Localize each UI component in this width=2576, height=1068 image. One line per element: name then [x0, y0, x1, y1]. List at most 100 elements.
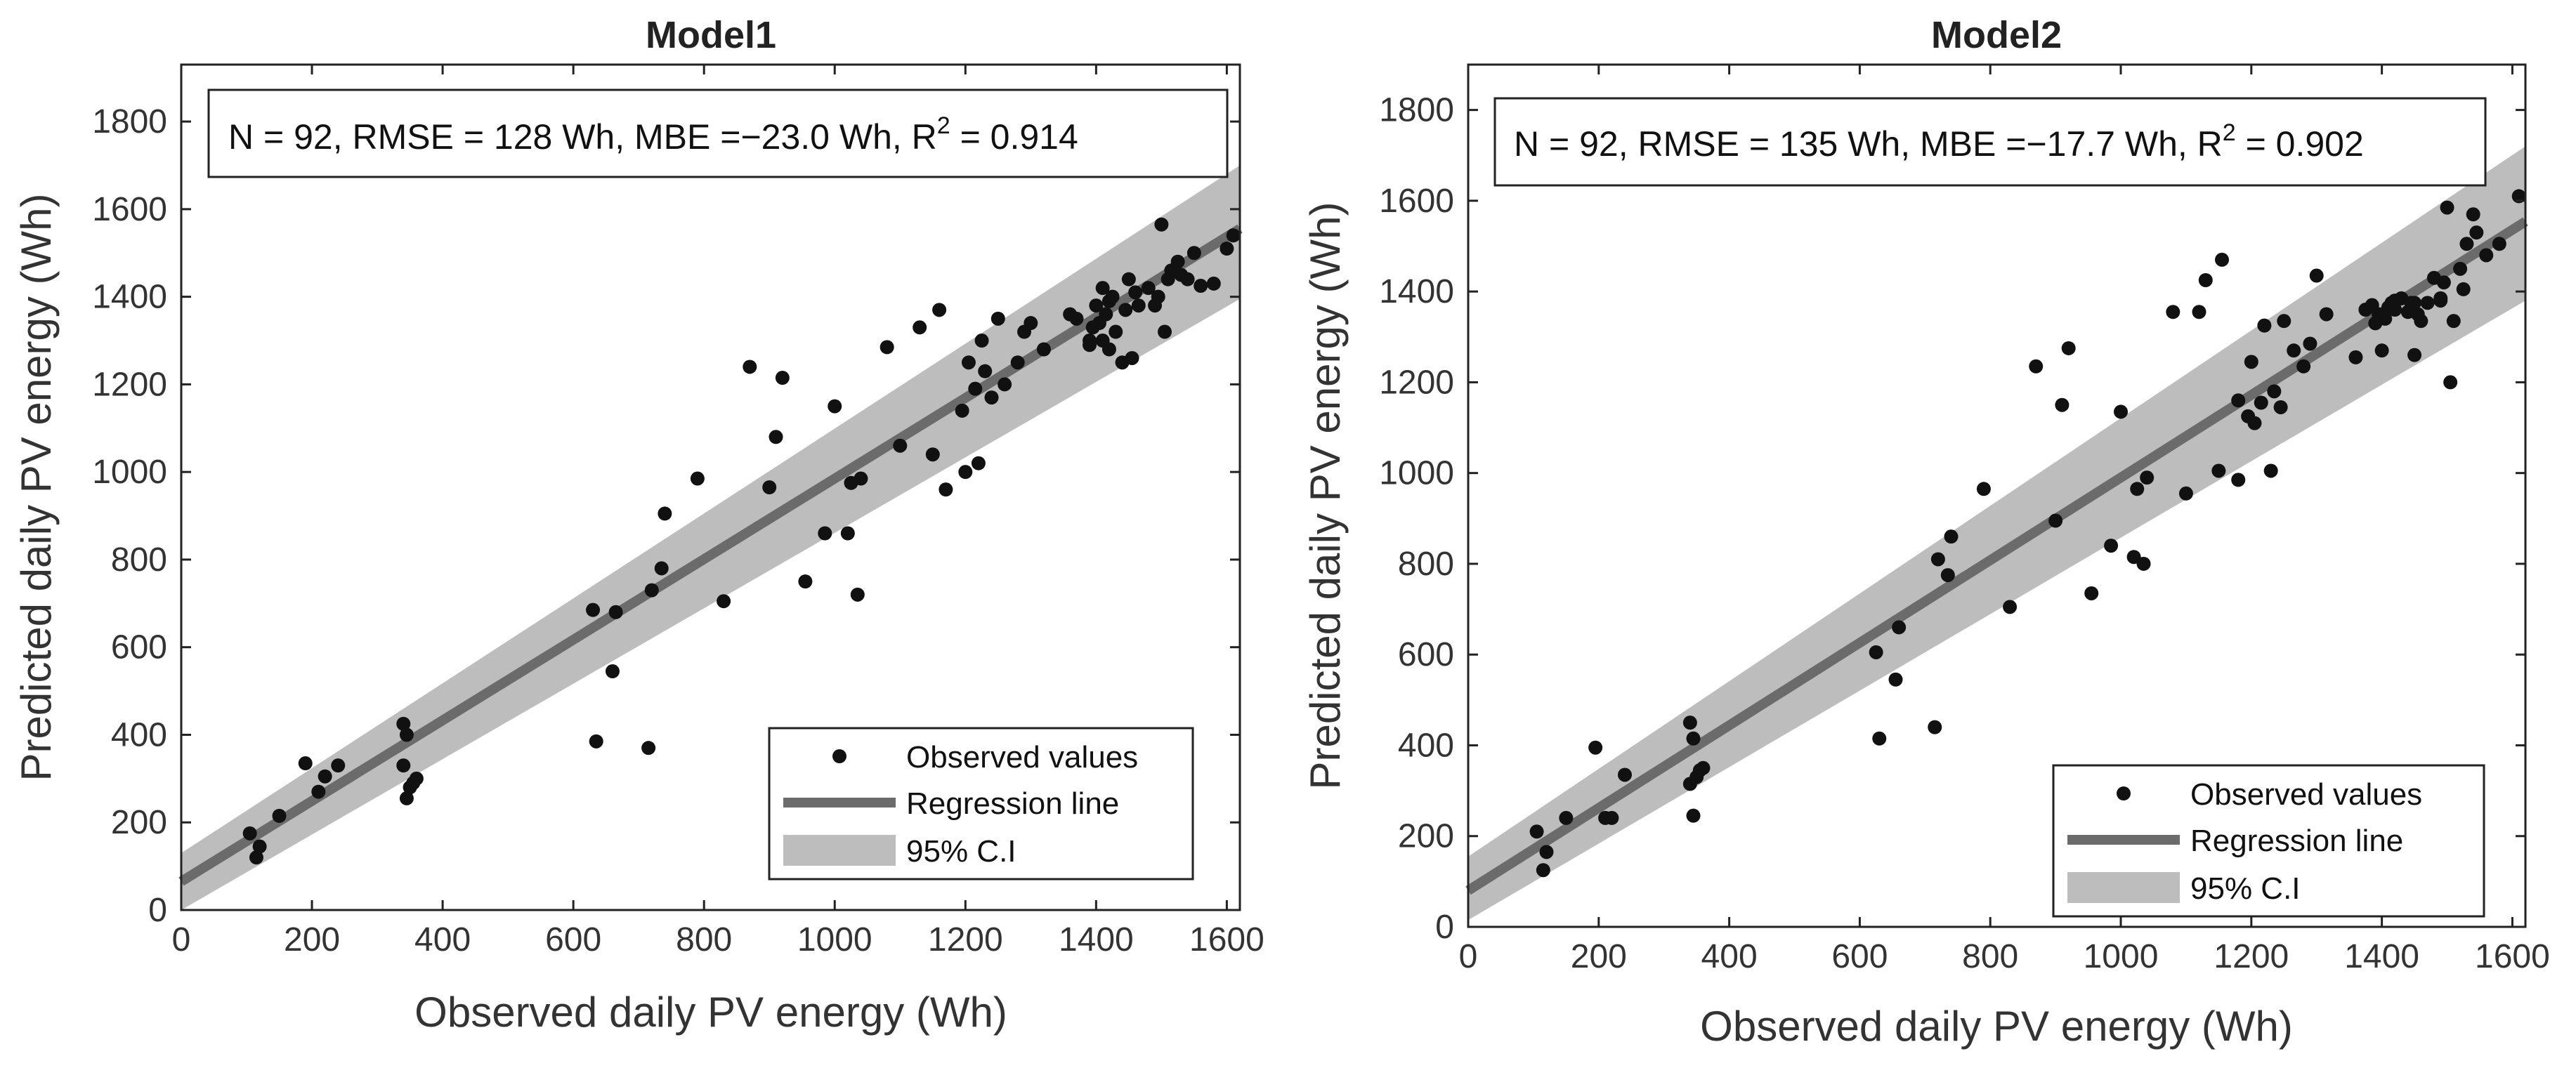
data-point: [1125, 350, 1139, 365]
data-point: [775, 371, 790, 385]
data-point: [409, 771, 424, 786]
data-point: [1696, 760, 1711, 775]
data-point: [1617, 767, 1632, 782]
data-point: [2407, 296, 2422, 310]
data-point: [2303, 336, 2317, 351]
data-point: [1158, 324, 1172, 339]
data-point: [249, 850, 263, 865]
data-point: [1105, 289, 1120, 304]
data-point: [2440, 200, 2454, 215]
y-tick-label: 1000: [1379, 455, 1454, 492]
data-point: [2263, 463, 2278, 478]
data-point: [2114, 404, 2129, 419]
data-point: [2211, 463, 2226, 478]
data-point: [1024, 316, 1038, 331]
data-point: [925, 447, 940, 462]
regression-line: [1465, 217, 2528, 895]
data-point: [1539, 845, 1554, 859]
y-tick-label: 1600: [92, 191, 167, 228]
data-point: [854, 471, 868, 486]
data-point: [2348, 350, 2363, 364]
x-tick-label: 1400: [1059, 921, 1134, 958]
y-tick-label: 1800: [92, 103, 167, 140]
data-point: [1083, 334, 1097, 348]
x-axis-label: Observed daily PV energy (Wh): [414, 989, 1007, 1036]
data-point: [1170, 254, 1185, 269]
data-point: [974, 334, 989, 348]
x-axis-label: Observed daily PV energy (Wh): [1700, 1003, 2293, 1050]
data-point: [2378, 311, 2393, 326]
data-point: [2492, 237, 2506, 251]
data-point: [608, 605, 623, 619]
data-point: [850, 587, 865, 602]
y-tick-label: 600: [111, 629, 167, 666]
stats-box: N = 92, RMSE = 135 Wh, MBE =−17.7 Wh, R2…: [1493, 97, 2487, 187]
data-point: [2443, 375, 2458, 390]
data-point: [2166, 305, 2181, 319]
legend-regression-label: Regression line: [906, 786, 1119, 821]
data-point: [893, 438, 908, 453]
observed-points: [1529, 189, 2526, 878]
y-tick-label: 0: [148, 892, 167, 929]
chart-title: Model1: [646, 14, 776, 56]
data-point: [2479, 248, 2494, 263]
data-point: [2459, 237, 2474, 251]
data-point: [311, 784, 326, 799]
axis-ticks: 0 200 400 600 800 1000 1200 1400 1600 0 200 400 600 8…: [1379, 65, 2550, 975]
legend-observed-label: Observed values: [2190, 777, 2422, 812]
data-point: [2277, 314, 2291, 329]
x-tick-label: 1000: [797, 921, 872, 958]
data-point: [1141, 281, 1156, 296]
data-point: [1206, 276, 1221, 291]
data-point: [1869, 645, 1883, 659]
data-point: [396, 758, 411, 773]
data-point: [318, 769, 332, 784]
legend: Observed values Regression line 95% C.I: [2052, 764, 2485, 918]
y-axis-label: Predicted daily PV energy (Wh): [1302, 202, 1349, 789]
data-point: [2273, 400, 2288, 414]
data-point: [1069, 311, 1084, 326]
data-point: [1036, 342, 1051, 357]
data-point: [1089, 298, 1104, 313]
x-tick-label: 400: [414, 921, 471, 958]
x-tick-label: 600: [545, 921, 601, 958]
data-point: [2247, 416, 2262, 430]
plot-frame: [180, 63, 1241, 911]
stats-main: N = 92, RMSE = 128 Wh, MBE =−23.0 Wh, R: [228, 117, 937, 157]
data-point: [2215, 252, 2230, 267]
stats-superscript: 2: [937, 112, 950, 139]
data-point: [399, 791, 414, 805]
data-point: [2192, 305, 2206, 319]
y-tick-label: 0: [1435, 909, 1454, 946]
data-point: [2140, 470, 2155, 485]
data-point: [1976, 482, 1991, 496]
stats-superscript: 2: [2223, 119, 2236, 146]
data-point: [998, 377, 1012, 392]
data-point: [1944, 529, 1959, 544]
data-point: [1151, 289, 1165, 304]
data-point: [2257, 318, 2272, 333]
data-point: [1588, 740, 1603, 755]
x-tick-label: 1600: [2475, 938, 2550, 975]
data-point: [2267, 384, 2282, 399]
legend-ci-swatch: [2067, 872, 2180, 903]
legend: Observed values Regression line 95% C.I: [768, 727, 1194, 881]
data-point: [2466, 207, 2480, 222]
data-point: [272, 808, 287, 823]
legend-observed-label: Observed values: [906, 740, 1138, 774]
x-tick-label: 800: [1962, 938, 2018, 975]
y-tick-label: 1600: [1379, 183, 1454, 220]
data-point: [2414, 314, 2428, 329]
stats-text: N = 92, RMSE = 128 Wh, MBE =−23.0 Wh, R2…: [228, 112, 1078, 157]
data-point: [1186, 246, 1201, 261]
legend-ci-swatch: [783, 835, 896, 866]
data-point: [2084, 586, 2099, 600]
y-tick-label: 1000: [92, 454, 167, 491]
legend-regression-label: Regression line: [2190, 824, 2403, 858]
stats-box-frame: [207, 88, 1229, 178]
data-point: [913, 320, 927, 335]
data-point: [2061, 341, 2076, 355]
data-point: [252, 839, 267, 854]
data-point: [2446, 314, 2461, 329]
